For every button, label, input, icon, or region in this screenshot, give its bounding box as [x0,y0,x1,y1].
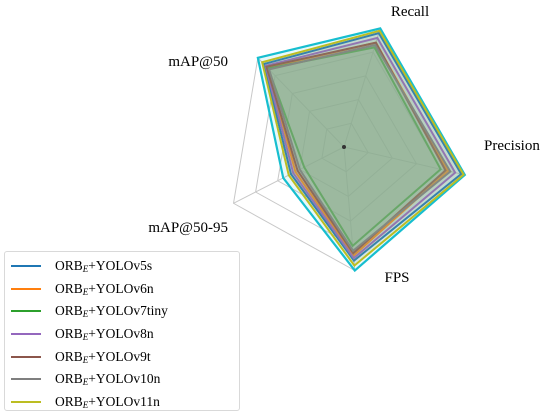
legend-item-2: ORBE+YOLOv7tiny [11,300,239,323]
legend-item-5: ORBE+YOLOv10n [11,368,239,391]
legend-swatch [11,355,41,358]
radar-series [260,29,465,268]
legend-item-1: ORBE+YOLOv6n [11,278,239,301]
legend-swatch [11,287,41,290]
legend-swatch [11,333,41,336]
radar-center-dot [342,145,346,149]
legend-item-4: ORBE+YOLOv9t [11,345,239,368]
series-polygon-5 [267,43,452,253]
legend-item-3: ORBE+YOLOv8n [11,323,239,346]
series-polygon-4 [265,41,447,255]
grid-ring-2 [299,98,393,198]
grid-spoke-4 [257,57,345,148]
legend-label: ORBE+YOLOv7tiny [55,303,168,320]
axis-label-map50-95: mAP@50-95 [148,220,228,236]
legend-swatch [11,378,41,381]
legend-label: ORBE+YOLOv6n [55,280,154,297]
legend-label: ORBE+YOLOv5s [55,258,153,275]
legend-label: ORBE+YOLOv9t [55,348,151,365]
legend-item-0: ORBE+YOLOv5s [11,255,239,278]
axis-label-fps: FPS [384,270,409,286]
grid-ring-1 [321,122,369,173]
legend-item-6: ORBE+YOLOv11n [11,391,239,414]
axis-label-recall: Recall [391,4,429,20]
legend-swatch [11,265,41,268]
axis-label-precision: Precision [484,138,540,154]
chart-legend: ORBE+YOLOv5s ORBE+YOLOv6n ORBE+YOLOv7tiny O… [4,251,240,411]
legend-swatch [11,400,41,403]
legend-label: ORBE+YOLOv10n [55,371,161,388]
legend-label: ORBE+YOLOv11n [55,393,160,410]
legend-label: ORBE+YOLOv8n [55,326,154,343]
series-polygon-6 [260,29,465,268]
legend-swatch [11,310,41,313]
axis-label-map50: mAP@50 [168,54,228,70]
radar-axis-labels: Recall Precision FPS mAP@50-95 mAP@50 [148,4,540,286]
